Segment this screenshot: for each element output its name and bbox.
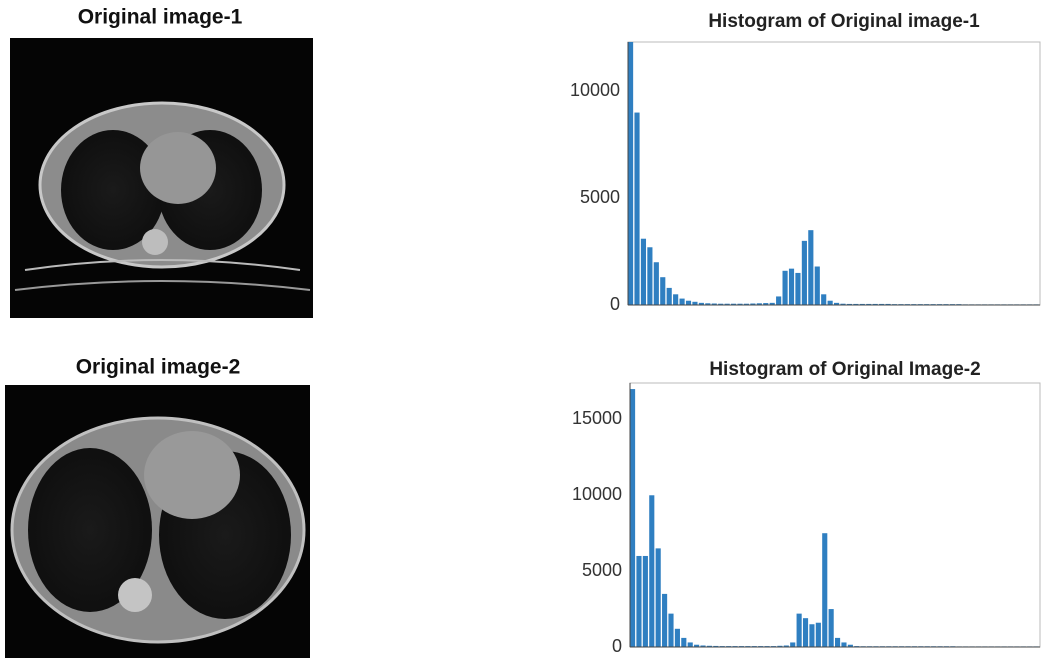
bar bbox=[685, 300, 692, 305]
bar bbox=[788, 268, 795, 305]
bar bbox=[840, 303, 846, 305]
bar bbox=[777, 645, 783, 647]
bar bbox=[731, 303, 737, 305]
bar bbox=[841, 642, 847, 647]
bar bbox=[649, 495, 655, 647]
bar bbox=[872, 303, 878, 305]
bar bbox=[796, 613, 802, 647]
y-tick-label: 0 bbox=[610, 294, 620, 314]
bar bbox=[782, 270, 788, 305]
bar bbox=[790, 642, 796, 647]
bar bbox=[692, 301, 698, 305]
bar bbox=[801, 240, 807, 305]
bar bbox=[698, 302, 704, 305]
chart-title: Histogram of Original Image-2 bbox=[709, 359, 980, 380]
bar bbox=[655, 548, 661, 647]
bar bbox=[718, 303, 724, 305]
image-title: Original image-2 bbox=[76, 356, 241, 379]
bar bbox=[653, 262, 659, 305]
y-tick-label: 15000 bbox=[572, 408, 622, 428]
bar bbox=[802, 618, 809, 647]
bar bbox=[640, 238, 647, 305]
bar bbox=[713, 645, 719, 647]
bar bbox=[673, 294, 679, 305]
y-tick-label: 5000 bbox=[582, 560, 622, 580]
bar bbox=[743, 303, 750, 305]
chart-title: Histogram of Original image-1 bbox=[708, 11, 980, 32]
bar bbox=[885, 303, 891, 305]
y-tick-label: 0 bbox=[612, 636, 622, 656]
bar bbox=[756, 303, 762, 305]
bar bbox=[711, 303, 717, 305]
bar bbox=[795, 272, 801, 305]
bar bbox=[681, 637, 687, 647]
bar bbox=[642, 555, 648, 647]
bar bbox=[853, 303, 859, 305]
bar bbox=[834, 302, 840, 305]
bar bbox=[724, 303, 730, 305]
bar bbox=[814, 266, 820, 305]
bar bbox=[769, 302, 775, 305]
bar bbox=[815, 622, 821, 647]
ct-image bbox=[5, 385, 310, 658]
bar bbox=[668, 613, 674, 647]
bar bbox=[763, 303, 769, 305]
ct-image bbox=[10, 38, 313, 318]
bar bbox=[846, 303, 853, 305]
bar bbox=[828, 609, 834, 647]
bar bbox=[822, 533, 828, 647]
y-tick-label: 10000 bbox=[570, 80, 620, 100]
bar bbox=[776, 296, 782, 305]
y-tick-label: 10000 bbox=[572, 484, 622, 504]
bar bbox=[666, 287, 672, 305]
bar bbox=[630, 389, 636, 647]
plot-frame bbox=[627, 41, 1041, 306]
bar bbox=[783, 645, 789, 647]
bar bbox=[662, 593, 668, 647]
bar bbox=[694, 644, 700, 647]
bar bbox=[879, 303, 885, 305]
bar bbox=[859, 303, 865, 305]
bar bbox=[706, 645, 712, 647]
bar bbox=[847, 644, 853, 647]
plot-frame bbox=[629, 382, 1041, 648]
image-title: Original image-1 bbox=[78, 6, 243, 29]
bar bbox=[809, 624, 815, 647]
bar bbox=[821, 294, 827, 305]
bar bbox=[687, 642, 693, 647]
bar bbox=[866, 303, 872, 305]
bar bbox=[660, 277, 666, 305]
y-tick-label: 5000 bbox=[580, 187, 620, 207]
bar bbox=[634, 112, 640, 305]
bar bbox=[750, 303, 756, 305]
bar bbox=[700, 645, 706, 647]
bar bbox=[827, 300, 833, 305]
bar bbox=[737, 303, 743, 305]
bar bbox=[674, 628, 680, 647]
bar bbox=[835, 637, 841, 647]
bar bbox=[808, 230, 814, 305]
bar bbox=[628, 42, 634, 305]
bar bbox=[679, 298, 685, 305]
bar bbox=[647, 247, 653, 305]
bar bbox=[705, 303, 711, 305]
bar bbox=[636, 555, 642, 647]
